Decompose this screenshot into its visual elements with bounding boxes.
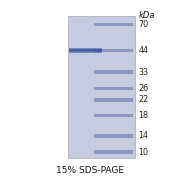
FancyBboxPatch shape (69, 49, 102, 50)
FancyBboxPatch shape (94, 49, 133, 52)
Text: kDa: kDa (139, 11, 155, 20)
FancyBboxPatch shape (94, 70, 133, 74)
Text: 70: 70 (139, 20, 149, 29)
Text: 44: 44 (139, 46, 149, 55)
FancyBboxPatch shape (69, 52, 102, 53)
FancyBboxPatch shape (94, 134, 133, 138)
Text: 15% SDS-PAGE: 15% SDS-PAGE (56, 166, 124, 175)
FancyBboxPatch shape (94, 98, 133, 102)
FancyBboxPatch shape (94, 87, 133, 90)
FancyBboxPatch shape (94, 114, 133, 117)
FancyBboxPatch shape (94, 23, 133, 26)
FancyBboxPatch shape (69, 48, 102, 49)
Text: 18: 18 (139, 111, 149, 120)
Text: 22: 22 (139, 95, 149, 104)
Text: 10: 10 (139, 148, 149, 157)
Text: 33: 33 (139, 68, 149, 76)
FancyBboxPatch shape (69, 50, 102, 51)
Text: 14: 14 (139, 131, 149, 140)
Text: 26: 26 (139, 84, 149, 93)
FancyBboxPatch shape (68, 16, 135, 158)
FancyBboxPatch shape (69, 51, 102, 52)
FancyBboxPatch shape (94, 150, 133, 154)
